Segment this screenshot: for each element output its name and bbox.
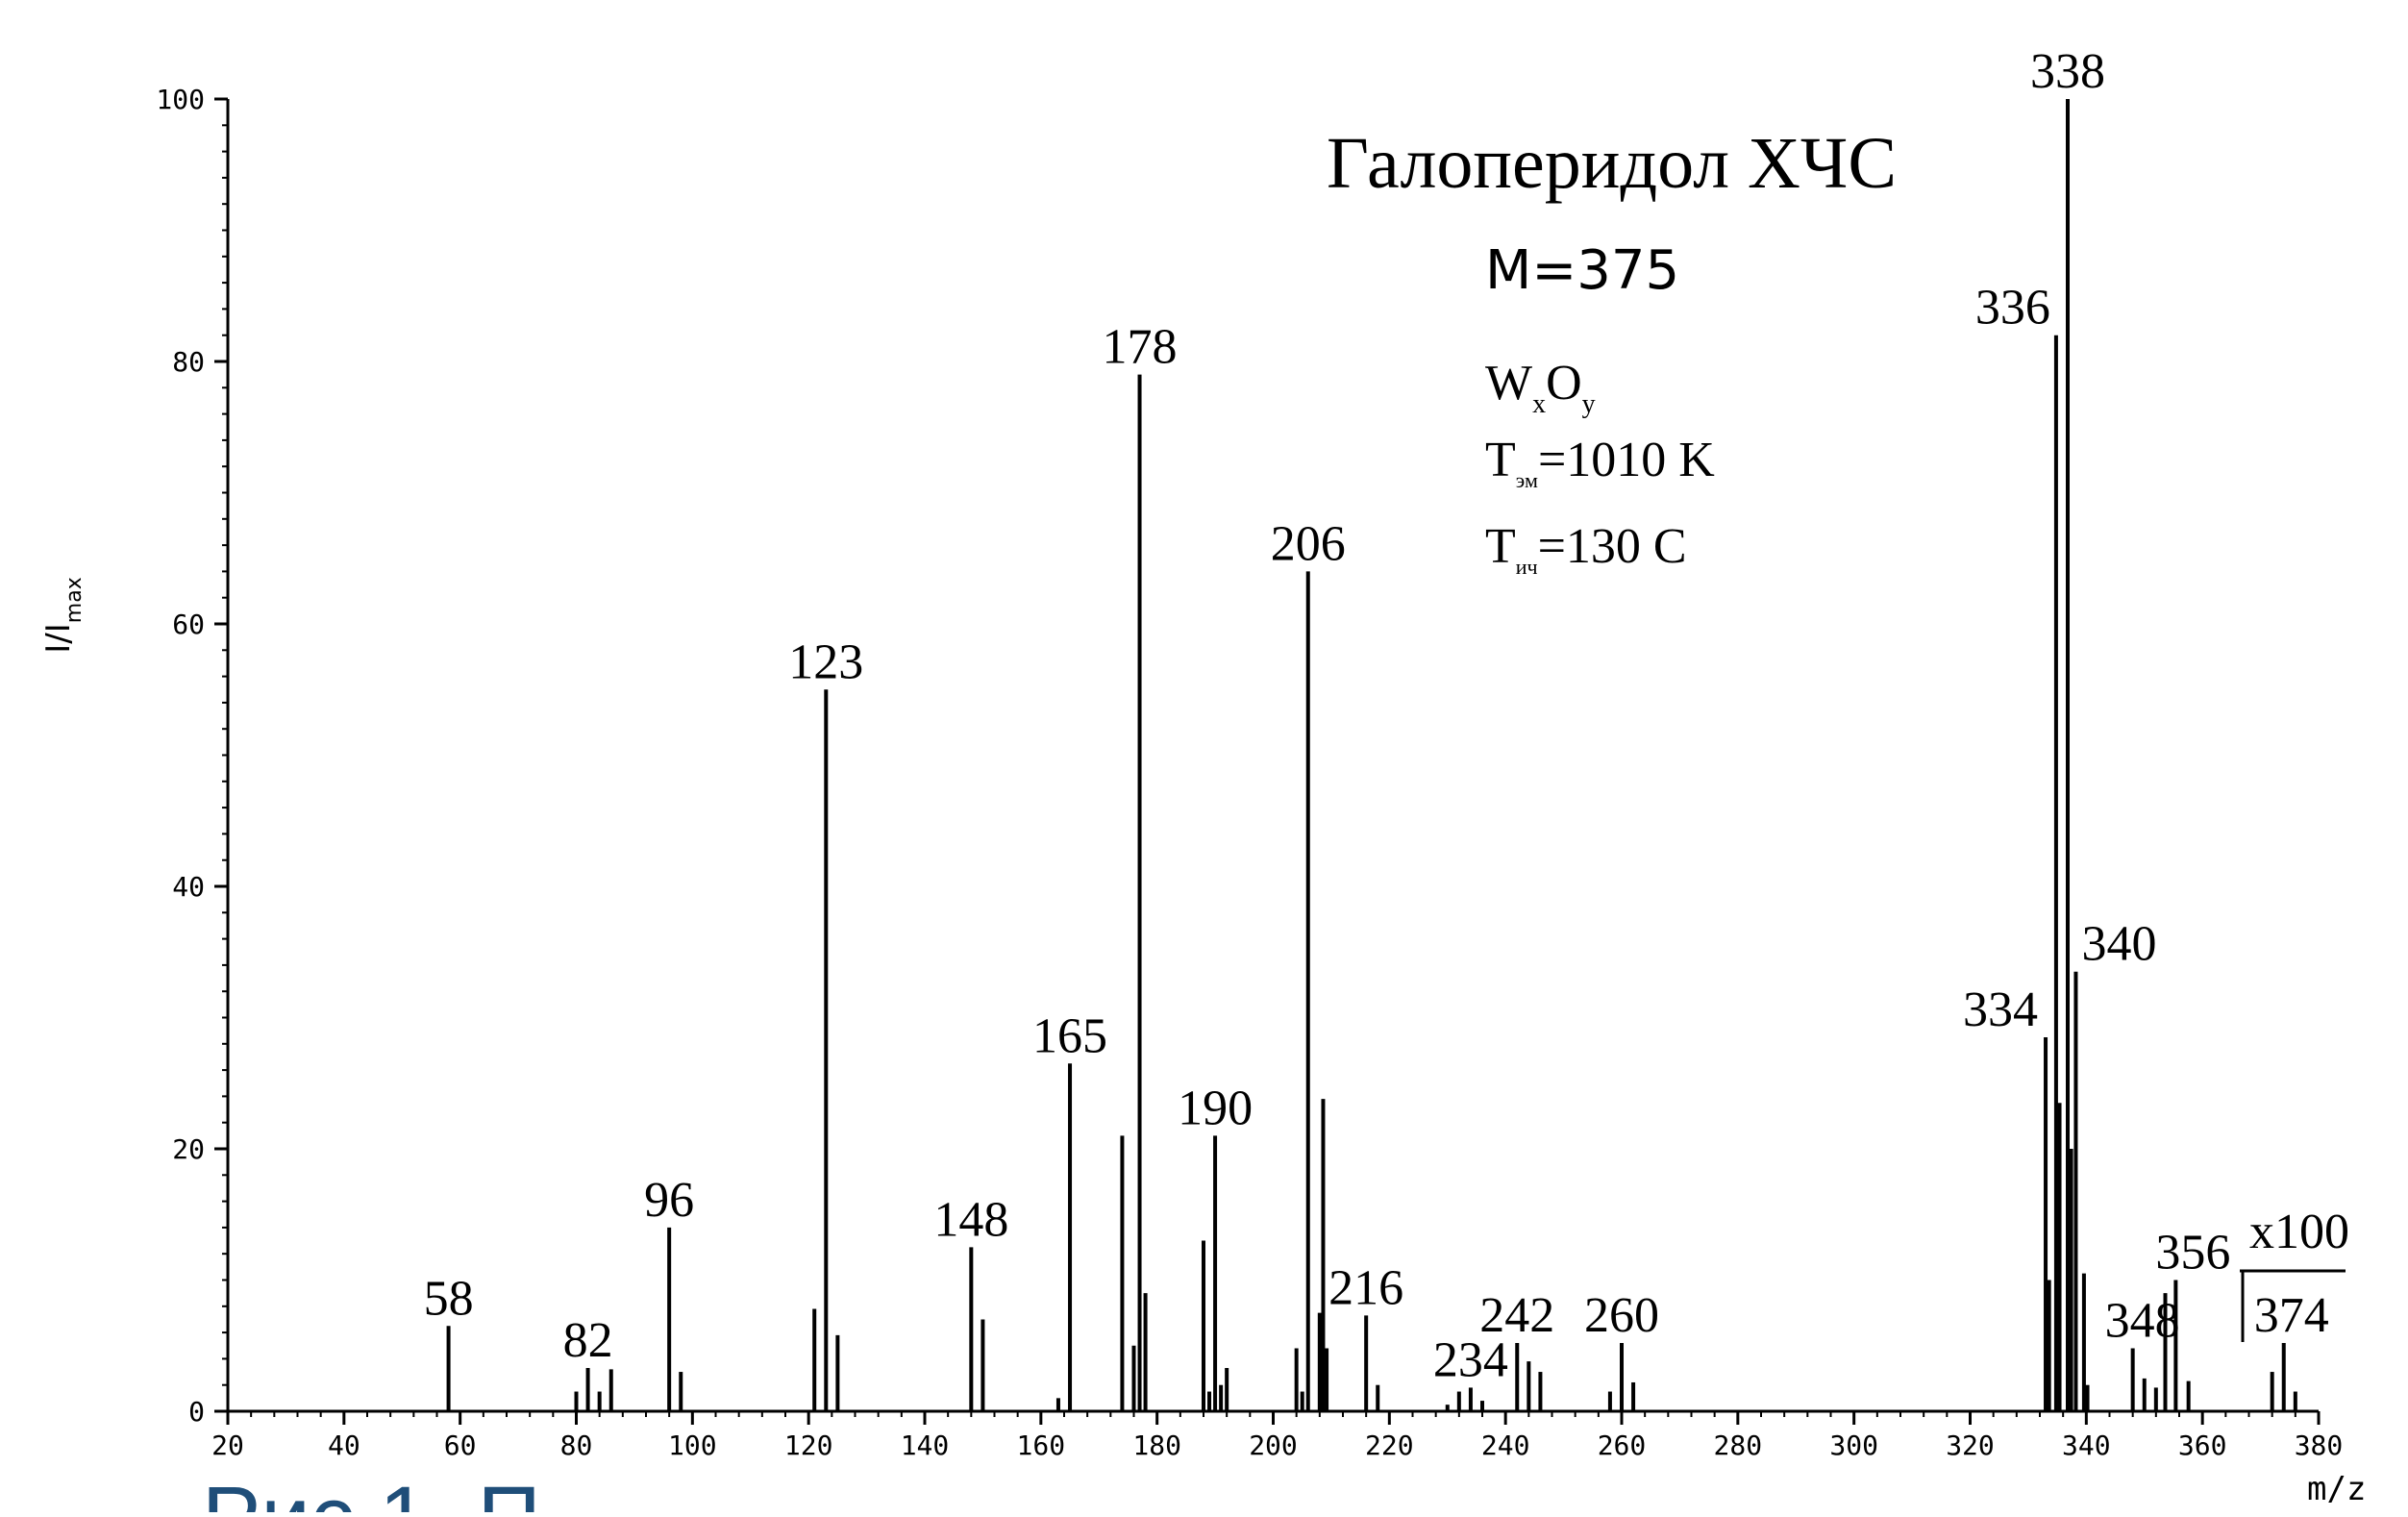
scale-note: x100 <box>2249 1205 2349 1259</box>
mass-annotation: M=375 <box>1485 239 1679 302</box>
x-tick-label: 260 <box>1598 1430 1647 1461</box>
axes: 20 40 60 80 100 120 140 160 180 200 220 240 260 280 30… <box>156 84 2343 1461</box>
x-tick-label: 340 <box>2062 1430 2111 1461</box>
x-tick-label: 300 <box>1829 1430 1878 1461</box>
chart-title: Галоперидол ХЧС <box>1327 123 1897 204</box>
peak-label: 148 <box>933 1192 1008 1247</box>
x-tick-label: 280 <box>1714 1430 1763 1461</box>
y-tick-label: 60 <box>172 609 205 640</box>
x-tick-label: 160 <box>1017 1430 1066 1461</box>
x-tick-label: 140 <box>901 1430 950 1461</box>
peak-label: 340 <box>2081 917 2156 972</box>
peak-label: 234 <box>1433 1332 1508 1387</box>
peak-label: 96 <box>644 1173 694 1228</box>
x-axis-unit: m/z <box>2307 1470 2366 1508</box>
x-tick-label: 180 <box>1132 1430 1181 1461</box>
x-tick-label: 220 <box>1365 1430 1414 1461</box>
figure-caption: Рис.1. П <box>202 1469 541 1512</box>
peak-label: 260 <box>1584 1288 1659 1343</box>
peak-label: 348 <box>2105 1293 2180 1348</box>
x-tick-label: 320 <box>1946 1430 1995 1461</box>
peak-label: 82 <box>563 1313 613 1368</box>
peak-label: 58 <box>424 1271 474 1326</box>
peak-label: 190 <box>1178 1081 1253 1135</box>
x-tick-label: 40 <box>328 1430 360 1461</box>
y-tick-label: 80 <box>172 346 205 378</box>
peak-label: 356 <box>2155 1226 2230 1281</box>
x-tick-label: 120 <box>784 1430 833 1461</box>
peak-label: 334 <box>1963 982 2038 1037</box>
x-tick-label: 60 <box>444 1430 477 1461</box>
x-tick-label: 100 <box>668 1430 717 1461</box>
y-tick-label: 20 <box>172 1133 205 1165</box>
x-tick-label: 380 <box>2295 1430 2344 1461</box>
x-tick-label: 20 <box>211 1430 244 1461</box>
y-tick-label: 40 <box>172 871 205 903</box>
y-axis-label: I/Imax <box>39 577 87 653</box>
x-tick-label: 360 <box>2178 1430 2227 1461</box>
peak-label: 374 <box>2254 1288 2329 1343</box>
x-tick-label: 80 <box>560 1430 593 1461</box>
y-tick-label: 0 <box>188 1396 205 1428</box>
peak-label: 123 <box>788 634 863 689</box>
x-tick-label: 240 <box>1481 1430 1530 1461</box>
peak-label: 206 <box>1271 516 1346 571</box>
peak-label: 216 <box>1328 1260 1403 1315</box>
source-temperature: Tич=130 C <box>1485 519 1687 579</box>
peaks <box>446 99 2297 1411</box>
y-tick-label: 100 <box>156 84 205 115</box>
peak-label: 242 <box>1479 1288 1554 1343</box>
peak-label: 165 <box>1032 1008 1107 1063</box>
peak-label: 338 <box>2030 44 2105 99</box>
peak-label: 336 <box>1975 281 2050 336</box>
emitter-temperature: Tэм=1010 K <box>1485 433 1715 492</box>
x-tick-label: 200 <box>1249 1430 1298 1461</box>
sample-formula: WxOy <box>1485 356 1596 419</box>
peak-label: 178 <box>1103 320 1178 375</box>
